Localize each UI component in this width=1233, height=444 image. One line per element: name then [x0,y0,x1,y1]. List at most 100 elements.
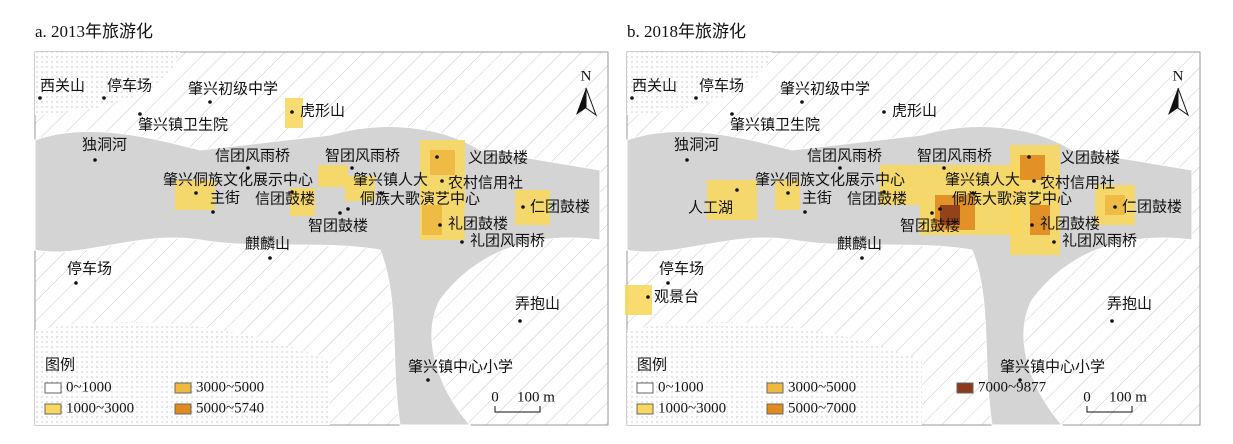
scale-bar [494,406,541,413]
place-dot [735,188,739,192]
place-dot [246,166,250,170]
legend-swatch [44,382,62,394]
place-label: 肇兴初级中学 [780,80,870,97]
terrain [35,321,330,425]
place-dot [1030,223,1034,227]
place-label: 麒麟山 [245,235,290,252]
place-dot [930,211,934,215]
legend-swatch [174,403,192,415]
place-dot [208,100,212,104]
legend-title: 图例 [45,356,75,373]
place-dot [971,191,975,195]
place-dot [438,223,442,227]
heat-cell [940,205,960,225]
heat-cell [707,180,757,220]
legend-swatch [956,382,974,394]
heat-cell [1105,195,1125,215]
place-dot [838,166,842,170]
place-dot [93,158,97,162]
legend-swatch [636,403,654,415]
place-label: 肇兴镇中心小学 [1000,358,1105,375]
place-label: 肇兴镇中心小学 [408,358,513,375]
legend-label: 1000~3000 [66,400,134,416]
place-label: 停车场 [67,260,112,277]
place-dot [882,110,886,114]
place-label: 虎形山 [892,102,937,119]
place-label: 观景台 [654,288,699,305]
scale-length: 100 m [1109,389,1147,405]
place-label: 侗族大歌演艺中心 [360,190,480,207]
north-label: N [1173,68,1184,84]
place-dot [460,240,464,244]
north-arrow [1168,88,1178,115]
place-dot [521,205,525,209]
place-label: 弄抱山 [515,295,560,312]
place-label: 义团鼓楼 [468,149,528,166]
place-dot [1027,155,1031,159]
place-label: 肇兴镇卫生院 [730,115,820,133]
place-dot [290,190,294,194]
place-dot [786,191,790,195]
place-dot [346,207,350,211]
heat-cell [285,98,303,128]
place-dot [882,190,886,194]
place-label: 仁团鼓楼 [1122,198,1182,215]
place-label: 停车场 [107,77,152,94]
place-label: 仁团鼓楼 [530,198,590,215]
place-dot [666,281,670,285]
place-dot [440,179,444,183]
place-label: 智团鼓楼 [308,216,368,234]
panel-title: b. 2018年旅游化 [627,22,746,41]
place-label: 农村信用社 [448,174,523,191]
place-dot [350,166,354,170]
place-dot [268,256,272,260]
place-label: 肇兴镇人大 [353,171,428,188]
terrain [35,52,180,115]
legend-label: 0~1000 [658,379,704,395]
place-label: 西关山 [632,77,677,94]
legend-swatch [766,382,784,394]
place-label: 主街 [210,189,240,206]
place-dot [435,155,439,159]
legend-label: 7000~9877 [978,379,1047,395]
heat-cell [880,165,920,205]
legend-label: 1000~3000 [658,400,726,416]
scale-bar [1086,406,1133,413]
place-label: 义团鼓楼 [1060,149,1120,166]
place-dot [211,210,215,214]
place-label: 独洞河 [82,136,127,153]
place-dot [730,112,734,116]
place-label: 人工湖 [688,199,733,216]
legend-swatch [636,382,654,394]
place-dot [426,378,430,382]
place-dot [518,319,522,323]
heat-cell [1020,155,1045,180]
heat-cell [775,180,800,210]
place-label: 智团风雨桥 [917,146,992,164]
legend-label: 5000~5740 [196,400,264,416]
place-dot [338,211,342,215]
place-dot [290,110,294,114]
place-dot [685,158,689,162]
place-dot [1113,205,1117,209]
legend-swatch [174,382,192,394]
place-label: 侗族大歌演艺中心 [952,190,1072,207]
heat-cell [515,190,550,225]
place-dot [138,112,142,116]
place-dot [694,96,698,100]
place-dot [102,96,106,100]
place-dot [1052,240,1056,244]
heat-cell [625,285,652,315]
legend-label: 0~1000 [66,379,112,395]
place-dot [942,166,946,170]
legend-label: 3000~5000 [196,379,264,395]
place-label: 弄抱山 [1107,295,1152,312]
place-dot [803,210,807,214]
place-label: 停车场 [659,260,704,277]
scale-length: 100 m [517,389,555,405]
place-dot [860,256,864,260]
heat-cell [422,205,442,235]
heat-cell [290,188,315,216]
